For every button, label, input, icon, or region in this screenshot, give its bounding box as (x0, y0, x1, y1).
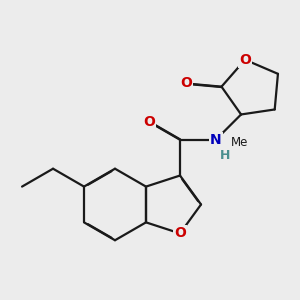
Text: H: H (220, 149, 230, 162)
Text: O: O (239, 53, 251, 67)
Text: O: O (180, 76, 192, 90)
Text: O: O (174, 226, 186, 240)
Text: O: O (143, 115, 155, 129)
Text: Me: Me (231, 136, 248, 149)
Text: N: N (210, 133, 222, 147)
